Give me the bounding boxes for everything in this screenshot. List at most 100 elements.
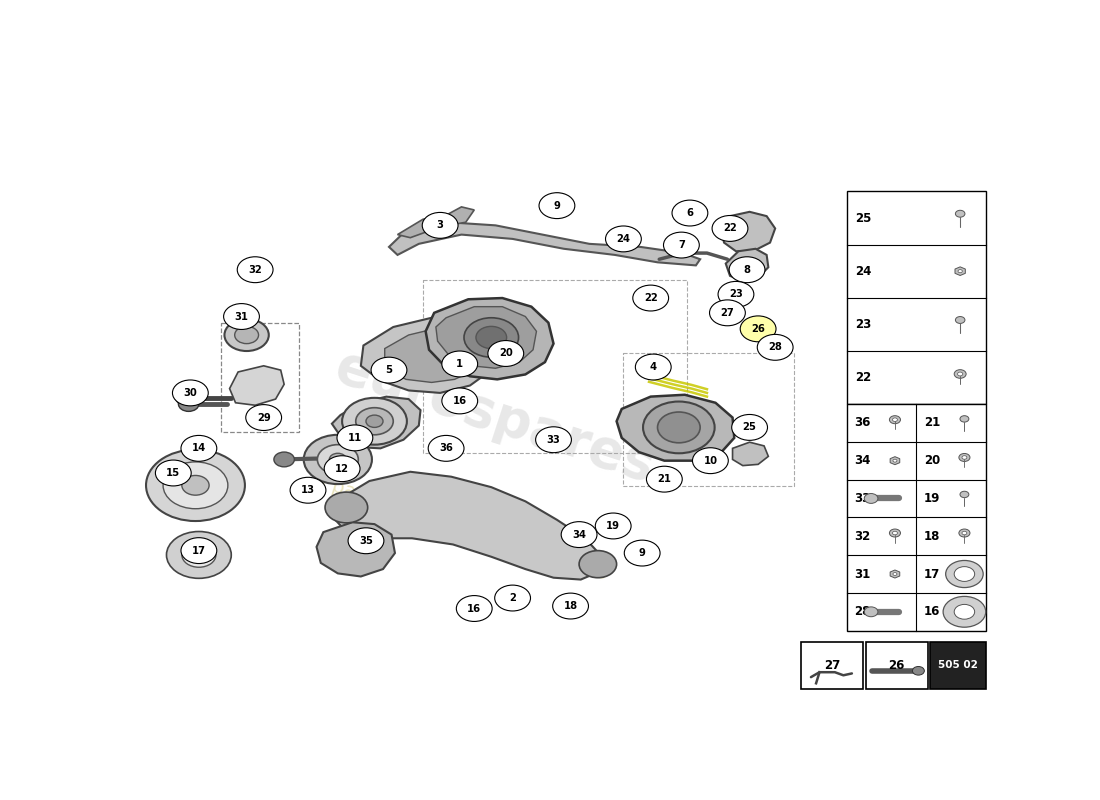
Circle shape (304, 435, 372, 484)
Text: 25: 25 (856, 211, 871, 225)
Polygon shape (444, 207, 474, 224)
Text: 36: 36 (855, 416, 871, 430)
Circle shape (732, 414, 768, 440)
Circle shape (644, 402, 715, 454)
Circle shape (890, 529, 901, 537)
Circle shape (182, 538, 217, 563)
Circle shape (274, 452, 295, 467)
Polygon shape (230, 366, 284, 406)
Circle shape (954, 566, 975, 582)
Polygon shape (332, 397, 420, 448)
Circle shape (672, 200, 707, 226)
Polygon shape (385, 329, 483, 382)
Text: 33: 33 (547, 434, 560, 445)
Circle shape (892, 418, 898, 422)
Circle shape (329, 454, 346, 466)
Text: 33: 33 (855, 492, 871, 505)
Circle shape (245, 405, 282, 430)
Circle shape (579, 550, 617, 578)
Text: a passion for automobiles 1985: a passion for automobiles 1985 (312, 470, 610, 584)
Circle shape (865, 494, 878, 503)
Text: 35: 35 (359, 536, 373, 546)
Text: 17: 17 (191, 546, 206, 556)
Text: 19: 19 (606, 521, 620, 531)
Circle shape (456, 595, 492, 622)
Text: 505 02: 505 02 (938, 660, 978, 670)
Polygon shape (361, 318, 499, 393)
Circle shape (954, 605, 975, 619)
Bar (624, 354, 794, 486)
Circle shape (422, 213, 458, 238)
Circle shape (632, 285, 669, 311)
Polygon shape (436, 306, 537, 368)
Circle shape (740, 316, 776, 342)
Text: 29: 29 (256, 413, 271, 422)
Circle shape (712, 215, 748, 242)
Circle shape (956, 317, 965, 323)
Circle shape (318, 445, 359, 474)
Circle shape (155, 460, 191, 486)
Text: 31: 31 (234, 311, 249, 322)
Text: 5: 5 (385, 365, 393, 375)
Circle shape (182, 435, 217, 462)
Circle shape (163, 462, 228, 509)
Bar (221, 322, 299, 432)
Polygon shape (681, 204, 707, 222)
Circle shape (495, 585, 530, 611)
Circle shape (536, 426, 571, 453)
Bar (801, 642, 864, 689)
Polygon shape (955, 267, 966, 275)
Bar (866, 642, 927, 689)
Text: 28: 28 (855, 606, 871, 618)
Text: 6: 6 (686, 208, 693, 218)
Text: 23: 23 (856, 318, 871, 331)
Text: 36: 36 (439, 443, 453, 454)
Circle shape (956, 210, 965, 217)
Circle shape (959, 454, 970, 462)
Polygon shape (733, 442, 768, 466)
Text: 16: 16 (924, 606, 940, 618)
Circle shape (146, 450, 245, 521)
Circle shape (326, 492, 367, 523)
Text: 4: 4 (650, 362, 657, 372)
Text: 23: 23 (729, 290, 743, 299)
Circle shape (892, 531, 898, 534)
Circle shape (238, 257, 273, 282)
Circle shape (647, 466, 682, 492)
Circle shape (625, 540, 660, 566)
Polygon shape (389, 222, 700, 266)
Circle shape (428, 435, 464, 462)
Text: 19: 19 (924, 492, 940, 505)
Text: 34: 34 (855, 454, 871, 467)
Text: 30: 30 (184, 388, 197, 398)
Polygon shape (617, 394, 735, 461)
Circle shape (234, 326, 258, 344)
Circle shape (912, 666, 924, 675)
Text: 8: 8 (744, 265, 750, 274)
Circle shape (693, 448, 728, 474)
Circle shape (893, 573, 896, 575)
Polygon shape (722, 212, 776, 251)
Text: 22: 22 (723, 223, 737, 234)
Text: 16: 16 (468, 603, 482, 614)
Polygon shape (426, 298, 553, 379)
Text: 32: 32 (249, 265, 262, 274)
Text: 20: 20 (499, 349, 513, 358)
Polygon shape (397, 216, 458, 238)
Text: 24: 24 (616, 234, 630, 244)
Text: 27: 27 (824, 658, 840, 672)
Text: 9: 9 (639, 548, 646, 558)
Circle shape (865, 607, 878, 617)
Circle shape (442, 388, 477, 414)
Circle shape (960, 416, 969, 422)
Text: 2: 2 (509, 593, 516, 603)
Circle shape (960, 491, 969, 498)
Bar (424, 279, 688, 454)
Text: eurospares: eurospares (329, 340, 662, 493)
Circle shape (442, 351, 477, 377)
Text: 21: 21 (924, 416, 940, 430)
Bar (931, 642, 986, 689)
Circle shape (176, 390, 198, 406)
Text: 21: 21 (658, 474, 671, 484)
Circle shape (173, 380, 208, 406)
